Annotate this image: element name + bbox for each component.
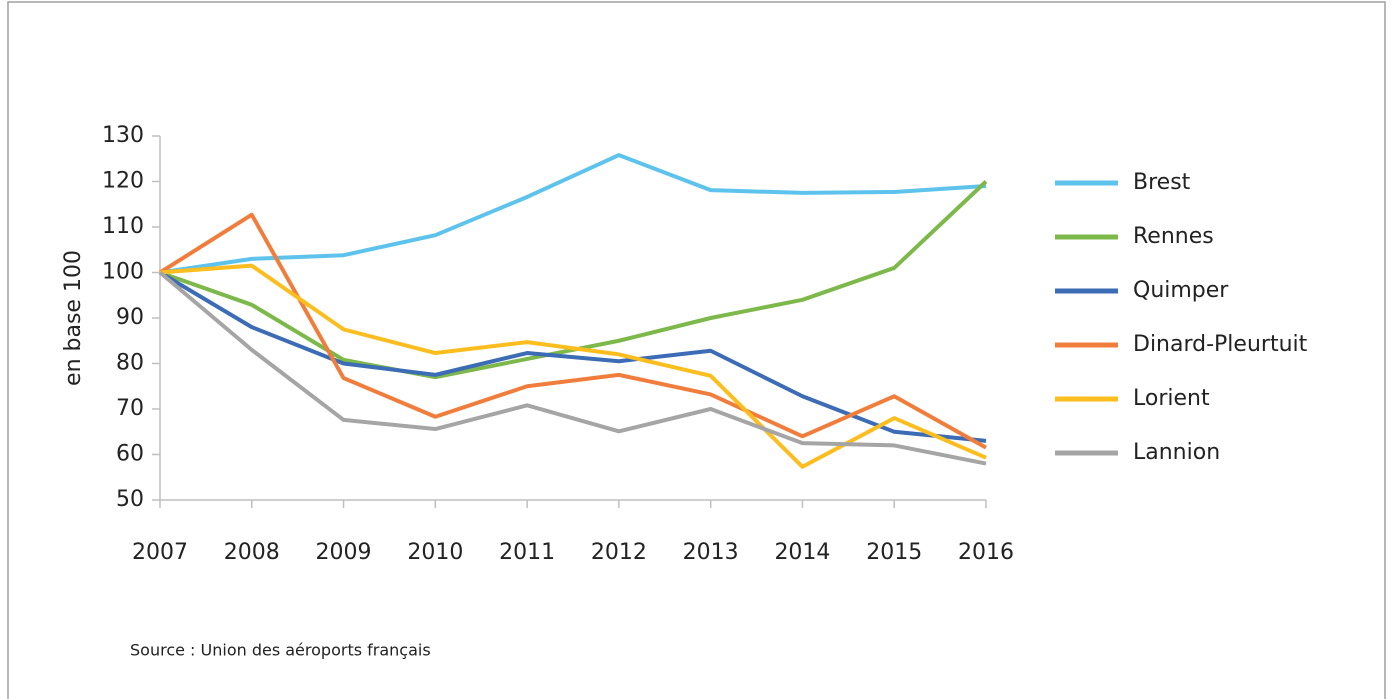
x-tick-label: 2011	[499, 540, 555, 565]
y-tick-label: 50	[116, 487, 144, 512]
y-tick-label: 110	[102, 214, 144, 239]
legend-label: Lorient	[1133, 386, 1210, 411]
x-tick-label: 2009	[316, 540, 372, 565]
x-tick-label: 2016	[958, 540, 1014, 565]
y-tick-label: 90	[116, 305, 144, 330]
series-line	[159, 263, 987, 469]
x-tick-label: 2007	[132, 540, 188, 565]
y-axis-label: en base 100	[61, 250, 86, 386]
legend-label: Dinard-Pleurtuit	[1133, 332, 1308, 357]
y-tick-label: 60	[116, 442, 144, 467]
y-tick-label: 120	[102, 169, 144, 194]
series-line	[158, 270, 987, 466]
x-tick-label: 2014	[774, 540, 830, 565]
x-tick-label: 2012	[591, 540, 647, 565]
legend-label: Rennes	[1133, 224, 1214, 249]
x-tick-label: 2008	[224, 540, 280, 565]
legend-label: Quimper	[1133, 278, 1229, 303]
y-tick-label: 80	[116, 351, 144, 376]
x-tick-label: 2015	[866, 540, 922, 565]
frame	[7, 1, 1386, 699]
series-line	[158, 212, 987, 450]
x-tick-label: 2010	[407, 540, 463, 565]
y-tick-label: 100	[102, 260, 144, 285]
y-tick-label: 70	[116, 396, 144, 421]
series-line	[159, 153, 987, 275]
legend-label: Lannion	[1133, 440, 1220, 465]
legend-label: Brest	[1133, 170, 1191, 195]
x-tick-label: 2013	[683, 540, 739, 565]
source: Source : Union des aéroports français	[130, 641, 431, 660]
series-line	[158, 270, 987, 443]
y-tick-label: 130	[102, 123, 144, 148]
